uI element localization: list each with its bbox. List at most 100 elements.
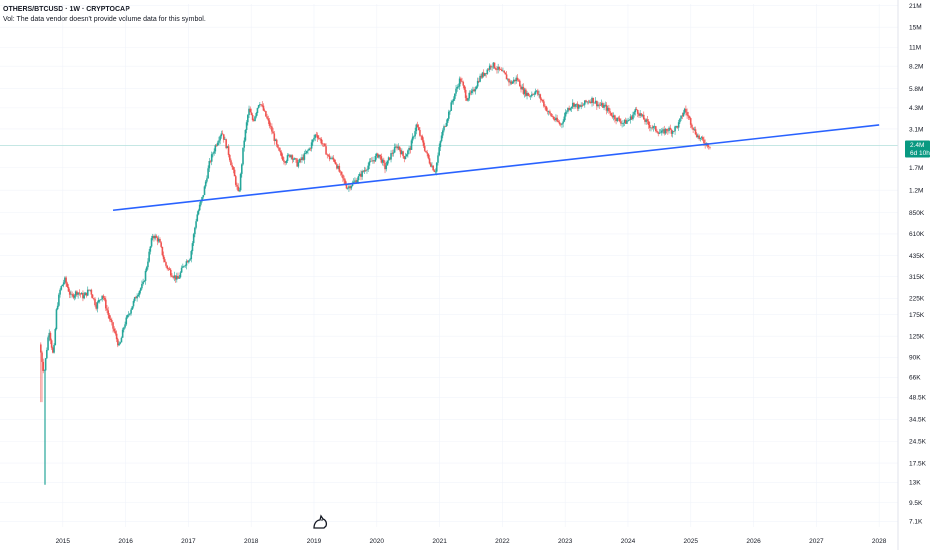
- candle-body: [113, 328, 116, 332]
- symbol-title[interactable]: OTHERS/BTCUSD · 1W · CRYPTOCAP: [3, 6, 130, 13]
- candle-body: [581, 105, 584, 106]
- candle-body: [180, 267, 183, 273]
- candle-body: [579, 104, 581, 107]
- candle-body: [575, 103, 578, 105]
- candle-body: [312, 139, 314, 143]
- candle-body: [225, 139, 227, 149]
- candle-body: [324, 143, 326, 147]
- candle-body: [593, 102, 596, 104]
- candle-body: [321, 143, 324, 144]
- candle-body: [47, 337, 49, 351]
- x-tick-label: 2021: [432, 538, 447, 545]
- candle-body: [521, 86, 524, 90]
- candle-body: [509, 81, 511, 83]
- candle-body: [419, 130, 421, 136]
- candle-body: [408, 147, 410, 151]
- candle-body: [685, 108, 687, 113]
- candle-body: [56, 305, 59, 310]
- candle-body: [145, 267, 148, 271]
- candle-body: [307, 150, 309, 151]
- candle-body: [592, 97, 595, 103]
- candle-body: [334, 161, 337, 165]
- candle-body: [520, 86, 522, 90]
- candle-body: [692, 127, 694, 130]
- candle-body: [443, 126, 445, 131]
- candle-body: [159, 238, 161, 243]
- candle-body: [532, 94, 534, 95]
- candle-body: [570, 106, 573, 109]
- candle-body: [340, 171, 343, 175]
- x-tick-label: 2020: [370, 538, 385, 545]
- candle-body: [233, 169, 236, 177]
- candle-body: [458, 78, 461, 87]
- candle-body: [670, 129, 673, 134]
- candle-body: [105, 299, 107, 309]
- candle-body: [272, 131, 274, 134]
- candle-body: [100, 299, 102, 300]
- candle-body: [534, 90, 537, 95]
- candle-body: [550, 113, 552, 117]
- candle-body: [427, 153, 430, 159]
- candle-body: [674, 126, 676, 132]
- candle-body: [254, 116, 256, 121]
- candle-body: [185, 261, 188, 266]
- candle-body: [355, 180, 357, 183]
- candle-body: [531, 94, 533, 97]
- candle-body: [487, 69, 490, 71]
- candle-body: [204, 181, 207, 187]
- candle-body: [564, 112, 567, 117]
- y-tick-label: 125K: [909, 333, 925, 340]
- candle-body: [76, 291, 78, 295]
- candle-body: [544, 106, 546, 107]
- candle-body: [623, 119, 626, 123]
- candle-body: [77, 292, 79, 295]
- candle-body: [186, 261, 189, 263]
- candle-body: [699, 137, 702, 139]
- candle-body: [298, 158, 301, 163]
- candle-body: [242, 147, 244, 165]
- candle-body: [546, 110, 549, 112]
- candle-body: [454, 93, 456, 99]
- candle-body: [60, 286, 63, 290]
- candle-body: [172, 276, 175, 278]
- candle-body: [151, 236, 154, 239]
- candle-body: [380, 156, 383, 163]
- candle-body: [479, 75, 481, 82]
- candle-body: [630, 116, 633, 120]
- candle-body: [328, 155, 331, 160]
- candle-body: [266, 116, 268, 119]
- candle-body: [434, 171, 437, 173]
- candle-body: [96, 302, 99, 309]
- y-tick-label: 315K: [909, 274, 925, 281]
- candle-body: [131, 306, 134, 310]
- candle-body: [602, 103, 604, 108]
- candle-body: [346, 188, 349, 189]
- candle-body: [86, 289, 89, 296]
- candle-body: [393, 147, 396, 153]
- candle-body: [473, 89, 475, 92]
- y-tick-label: 4.3M: [909, 105, 923, 112]
- candle-body: [286, 155, 289, 161]
- candle-body: [568, 108, 570, 110]
- candle-body: [278, 147, 280, 151]
- price-axis[interactable]: 21M 15M 11M 8.2M 5.8M 4.3M 3.1M 1.7M 1.2M 850K 610…: [909, 3, 927, 526]
- candle-body: [588, 101, 591, 103]
- y-tick-label: 5.8M: [909, 86, 923, 93]
- candle-body: [162, 255, 165, 260]
- candle-body: [230, 160, 232, 166]
- candle-body: [154, 235, 156, 239]
- candle-body: [263, 110, 266, 112]
- candle-body: [622, 122, 625, 124]
- candle-body: [250, 112, 253, 115]
- candle-body: [462, 82, 465, 86]
- candle-body: [283, 160, 285, 162]
- candle-body: [119, 342, 122, 344]
- candle-body: [565, 111, 568, 113]
- candle-body: [463, 85, 466, 90]
- tradingview-logo-icon[interactable]: [313, 514, 328, 529]
- trendline[interactable]: [112, 124, 880, 212]
- candle-body: [244, 129, 247, 141]
- time-axis[interactable]: 2015 2016 2017 2018 2019 2020 2021 2022 2023 2024…: [56, 538, 887, 545]
- candle-body: [292, 159, 295, 160]
